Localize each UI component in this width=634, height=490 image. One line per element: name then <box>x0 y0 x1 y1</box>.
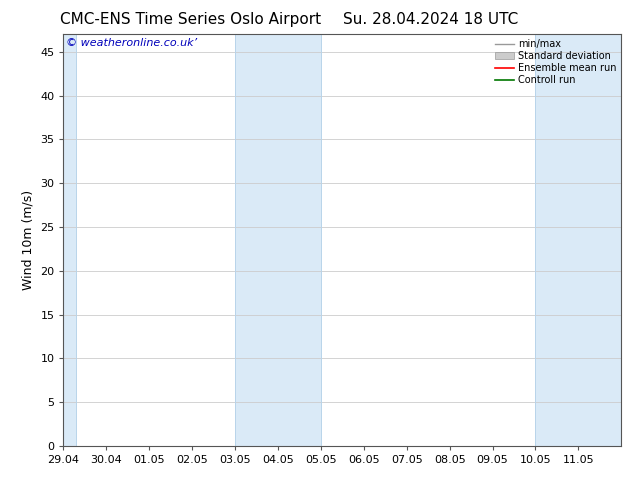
Legend: min/max, Standard deviation, Ensemble mean run, Controll run: min/max, Standard deviation, Ensemble me… <box>493 37 618 87</box>
Text: CMC-ENS Time Series Oslo Airport: CMC-ENS Time Series Oslo Airport <box>60 12 321 27</box>
Text: © weatheronline.co.uk’: © weatheronline.co.uk’ <box>66 38 197 49</box>
Bar <box>51 34 76 446</box>
Y-axis label: Wind 10m (m/s): Wind 10m (m/s) <box>22 190 35 290</box>
Bar <box>536 34 634 446</box>
Bar <box>235 34 321 446</box>
Text: Su. 28.04.2024 18 UTC: Su. 28.04.2024 18 UTC <box>344 12 519 27</box>
